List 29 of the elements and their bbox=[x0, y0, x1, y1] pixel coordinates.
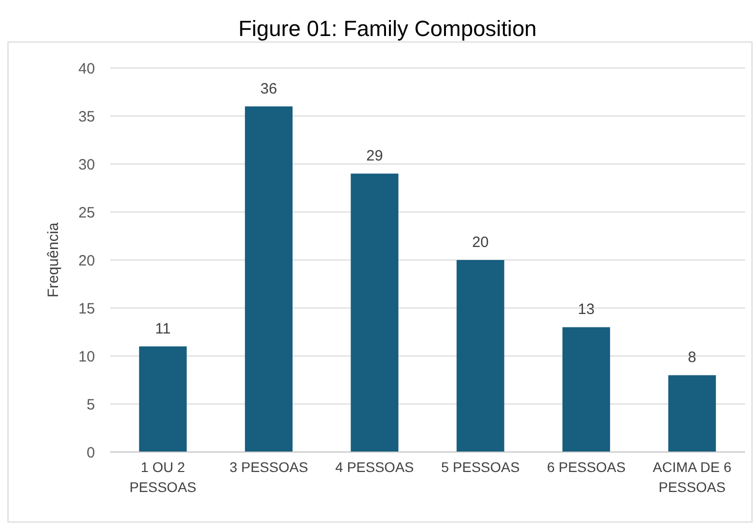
chart-title: Figure 01: Family Composition bbox=[238, 16, 537, 41]
data-label: 36 bbox=[260, 80, 278, 98]
bar bbox=[562, 327, 610, 452]
data-label: 29 bbox=[366, 148, 383, 165]
y-tick-label: 0 bbox=[86, 444, 95, 462]
data-label: 20 bbox=[472, 234, 489, 251]
x-tick-label: ACIMA DE 6 PESSOAS bbox=[652, 459, 732, 495]
bar bbox=[456, 260, 504, 452]
y-tick-label: 35 bbox=[78, 108, 95, 126]
y-tick-label: 5 bbox=[86, 396, 95, 414]
y-tick-label: 15 bbox=[78, 300, 95, 318]
y-tick-label: 25 bbox=[78, 204, 95, 222]
y-tick-label: 30 bbox=[78, 156, 95, 174]
y-tick-label: 10 bbox=[78, 348, 95, 366]
x-tick-label: 1 OU 2 PESSOAS bbox=[129, 459, 196, 495]
y-tick-label: 40 bbox=[78, 60, 95, 78]
y-axis-title: Frequência bbox=[45, 222, 62, 298]
bar bbox=[668, 375, 716, 452]
bar bbox=[350, 174, 398, 452]
bar bbox=[139, 346, 187, 452]
bar bbox=[244, 106, 293, 452]
data-label: 8 bbox=[688, 349, 696, 366]
data-label: 11 bbox=[155, 320, 171, 338]
data-label: 13 bbox=[578, 301, 595, 318]
x-tick-label: 5 PESSOAS bbox=[441, 459, 520, 475]
x-tick-label: 6 PESSOAS bbox=[546, 459, 626, 475]
y-tick-label: 20 bbox=[78, 252, 95, 270]
x-tick-label: 4 PESSOAS bbox=[335, 459, 414, 475]
x-tick-label: 3 PESSOAS bbox=[229, 459, 308, 475]
